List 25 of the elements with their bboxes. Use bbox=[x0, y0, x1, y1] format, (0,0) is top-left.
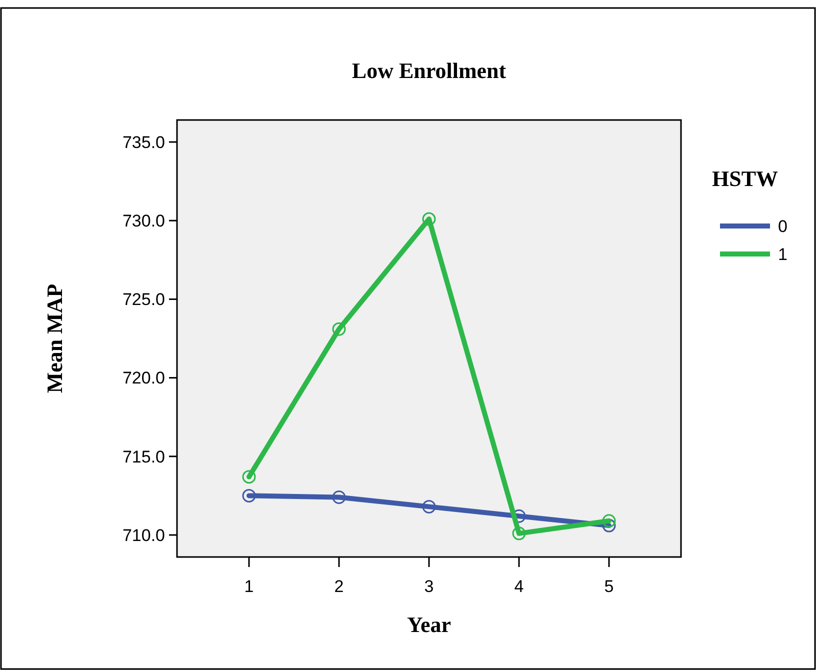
legend-title: HSTW bbox=[712, 166, 778, 191]
point bbox=[512, 526, 526, 540]
x-tick-label: 5 bbox=[604, 577, 614, 596]
y-axis-title: Mean MAP bbox=[42, 284, 67, 394]
y-tick-label: 725.0 bbox=[122, 290, 165, 310]
point bbox=[242, 488, 256, 502]
point bbox=[332, 322, 346, 336]
point bbox=[422, 212, 436, 226]
chart-title: Low Enrollment bbox=[352, 58, 507, 83]
x-tick-label: 4 bbox=[514, 577, 524, 596]
y-tick-label: 735.0 bbox=[122, 132, 165, 152]
y-tick-label: 730.0 bbox=[122, 212, 165, 231]
point bbox=[602, 514, 616, 528]
y-tick-label: 720.0 bbox=[122, 368, 165, 388]
x-axis-title: Year bbox=[407, 612, 452, 637]
y-tick-label: 710.0 bbox=[122, 526, 165, 545]
x-tick-label: 2 bbox=[334, 577, 344, 596]
y-tick-label: 715.0 bbox=[122, 447, 165, 466]
point bbox=[242, 470, 256, 484]
legend-label: 1 bbox=[778, 244, 788, 264]
x-tick-label: 3 bbox=[424, 577, 434, 596]
x-tick-label: 1 bbox=[244, 577, 254, 596]
point bbox=[332, 490, 346, 504]
legend-label: 0 bbox=[778, 216, 788, 236]
point bbox=[422, 500, 436, 514]
